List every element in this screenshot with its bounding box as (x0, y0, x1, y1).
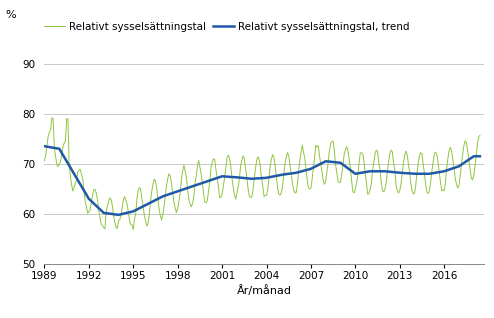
Relativt sysselsättningstal (104, 204, 110, 208)
Relativt sysselsättningstal (446, 149, 452, 153)
Relativt sysselsättningstal (170, 191, 176, 195)
Relativt sysselsättningstal, trend (466, 158, 472, 162)
Relativt sysselsättningstal, trend (41, 144, 47, 148)
Line: Relativt sysselsättningstal, trend: Relativt sysselsättningstal, trend (44, 146, 480, 215)
Relativt sysselsättningstal (98, 222, 104, 226)
Relativt sysselsättningstal, trend (116, 213, 122, 217)
Relativt sysselsättningstal (180, 169, 186, 173)
Relativt sysselsättningstal, trend (103, 211, 109, 215)
Relativt sysselsättningstal (130, 228, 136, 232)
Relativt sysselsättningstal (467, 167, 473, 171)
Legend: Relativt sysselsättningstal, Relativt sysselsättningstal, trend: Relativt sysselsättningstal, Relativt sy… (44, 22, 409, 31)
X-axis label: År/månad: År/månad (237, 285, 292, 296)
Relativt sysselsättningstal, trend (168, 191, 174, 195)
Relativt sysselsättningstal, trend (445, 168, 451, 172)
Relativt sysselsättningstal (41, 159, 47, 163)
Relativt sysselsättningstal, trend (178, 188, 184, 192)
Relativt sysselsättningstal (49, 116, 55, 120)
Line: Relativt sysselsättningstal: Relativt sysselsättningstal (44, 118, 480, 230)
Relativt sysselsättningstal, trend (477, 154, 483, 158)
Text: %: % (5, 10, 16, 19)
Relativt sysselsättningstal, trend (97, 207, 103, 211)
Relativt sysselsättningstal (477, 134, 483, 137)
